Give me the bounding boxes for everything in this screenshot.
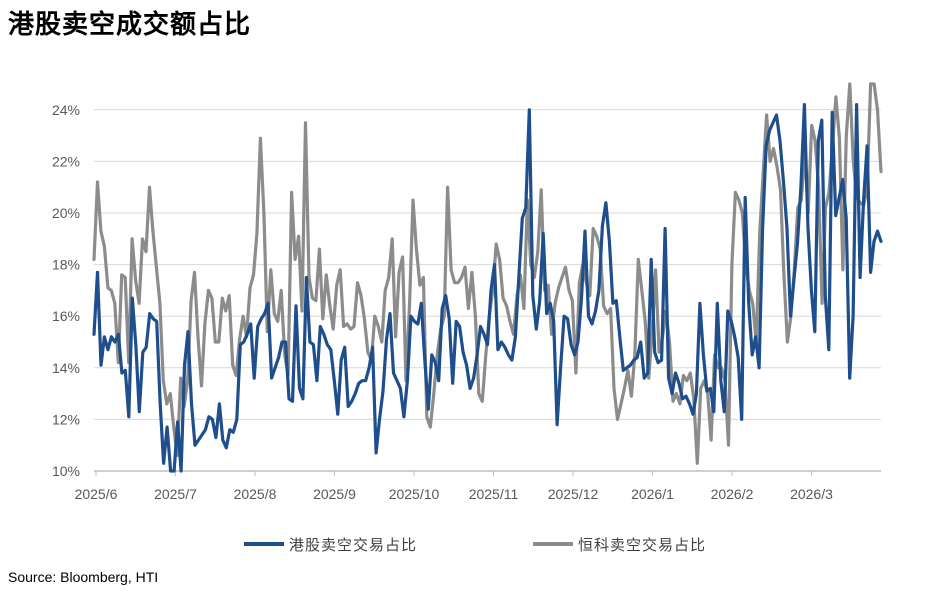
y-axis-ticks: 10% 12% 14% 16% 18% 20% 22% 24% xyxy=(52,102,80,479)
x-axis-ticks: 2025/6 2025/7 2025/8 2025/9 2025/10 2025/11 20… xyxy=(75,471,833,502)
y-tick-label: 24% xyxy=(52,102,80,118)
gridlines xyxy=(94,109,881,420)
y-tick-label: 10% xyxy=(52,463,80,479)
y-tick-label: 16% xyxy=(52,308,80,324)
x-tick-label: 2025/12 xyxy=(548,486,599,502)
legend: 港股卖空交易占比 恒科卖空交易占比 xyxy=(244,536,706,554)
source-note: Source: Bloomberg, HTI xyxy=(8,569,159,585)
chart-title: 港股卖空成交额占比 xyxy=(8,10,252,40)
series-line-hk-short-ratio xyxy=(92,102,883,473)
y-tick-label: 18% xyxy=(52,257,80,273)
y-tick-label: 14% xyxy=(52,360,80,376)
x-tick-label: 2025/7 xyxy=(154,486,197,502)
x-tick-label: 2025/10 xyxy=(389,486,440,502)
x-tick-label: 2025/8 xyxy=(234,486,277,502)
x-tick-label: 2025/6 xyxy=(75,486,118,502)
y-tick-label: 22% xyxy=(52,153,80,169)
x-tick-label: 2026/3 xyxy=(790,486,833,502)
legend-label: 恒科卖空交易占比 xyxy=(578,536,706,554)
legend-label: 港股卖空交易占比 xyxy=(289,536,417,554)
y-tick-label: 12% xyxy=(52,411,80,427)
x-tick-label: 2025/11 xyxy=(469,486,519,502)
x-tick-label: 2026/2 xyxy=(711,486,754,502)
series-lines xyxy=(92,82,883,473)
y-tick-label: 20% xyxy=(52,205,80,221)
x-tick-label: 2025/9 xyxy=(313,486,356,502)
x-tick-label: 2026/1 xyxy=(631,486,674,502)
